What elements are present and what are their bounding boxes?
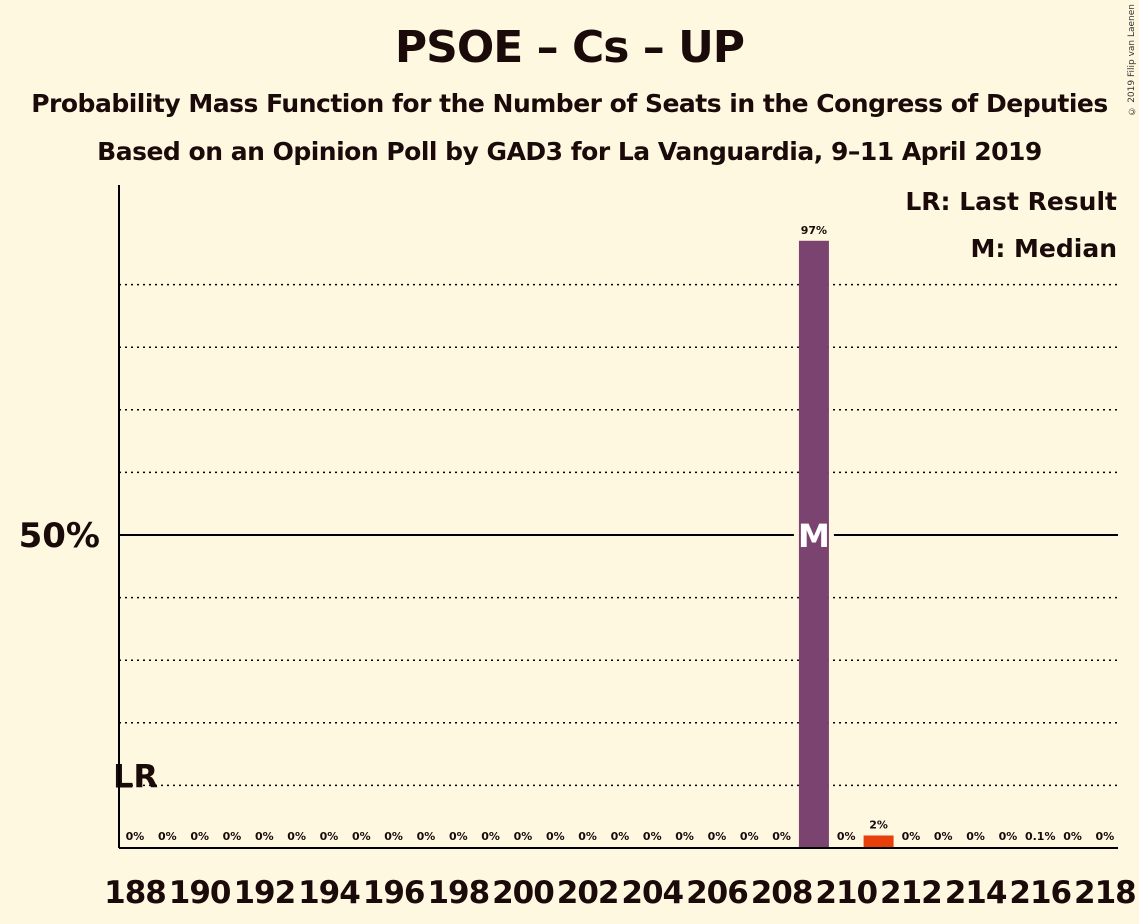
median-marker: M bbox=[798, 517, 830, 555]
bar-value-label: 0% bbox=[934, 830, 953, 843]
bar-value-label: 0% bbox=[675, 830, 694, 843]
x-tick-label: 196 bbox=[363, 875, 425, 911]
x-tick-label: 194 bbox=[298, 875, 360, 911]
bar-value-label: 97% bbox=[801, 224, 827, 237]
bar-value-label: 0% bbox=[384, 830, 403, 843]
x-tick-label: 188 bbox=[104, 875, 166, 911]
bar-209 bbox=[798, 240, 829, 848]
bar-value-label: 0% bbox=[772, 830, 791, 843]
bar-value-label: 0% bbox=[902, 830, 921, 843]
bar-value-label: 0% bbox=[837, 830, 856, 843]
x-tick-label: 212 bbox=[880, 875, 942, 911]
median-gap-left bbox=[793, 533, 799, 537]
bar-value-label: 0% bbox=[190, 830, 209, 843]
x-tick-label: 190 bbox=[169, 875, 231, 911]
bar-value-label: 0% bbox=[1096, 830, 1115, 843]
bar-value-label: 0% bbox=[611, 830, 630, 843]
bar-value-label: 0% bbox=[255, 830, 274, 843]
x-tick-label: 208 bbox=[751, 875, 813, 911]
median-gap-right bbox=[828, 533, 834, 537]
x-tick-label: 210 bbox=[815, 875, 877, 911]
bar-value-label: 0% bbox=[126, 830, 145, 843]
chart-title: PSOE – Cs – UP bbox=[394, 22, 745, 73]
bar-value-label: 0% bbox=[999, 830, 1018, 843]
chart-subtitle: Probability Mass Function for the Number… bbox=[31, 89, 1108, 118]
bar-value-label: 0% bbox=[158, 830, 177, 843]
last-result-marker: LR bbox=[113, 757, 158, 795]
bar-value-label: 0.1% bbox=[1025, 830, 1056, 843]
bar-value-label: 0% bbox=[708, 830, 727, 843]
bar-value-label: 0% bbox=[1063, 830, 1082, 843]
bar-value-label: 0% bbox=[546, 830, 565, 843]
y-tick-label: 50% bbox=[19, 516, 100, 556]
legend-median: M: Median bbox=[970, 234, 1117, 263]
bar-value-label: 0% bbox=[287, 830, 306, 843]
bar-value-label: 0% bbox=[417, 830, 436, 843]
x-tick-label: 198 bbox=[427, 875, 489, 911]
bar-value-label: 0% bbox=[320, 830, 339, 843]
x-tick-label: 218 bbox=[1074, 875, 1136, 911]
bar-value-label: 0% bbox=[449, 830, 468, 843]
x-tick-label: 192 bbox=[233, 875, 295, 911]
x-tick-label: 214 bbox=[945, 875, 1007, 911]
bar-value-label: 0% bbox=[643, 830, 662, 843]
bar-value-label: 0% bbox=[223, 830, 242, 843]
bar-value-label: 0% bbox=[352, 830, 371, 843]
x-tick-label: 202 bbox=[557, 875, 619, 911]
x-tick-label: 200 bbox=[492, 875, 554, 911]
x-tick-label: 204 bbox=[621, 875, 683, 911]
chart-source: Based on an Opinion Poll by GAD3 for La … bbox=[97, 137, 1042, 166]
bar-value-label: 0% bbox=[481, 830, 500, 843]
bar-value-label: 0% bbox=[740, 830, 759, 843]
x-tick-label: 216 bbox=[1009, 875, 1071, 911]
bar-211 bbox=[863, 835, 894, 848]
bar-value-label: 0% bbox=[578, 830, 597, 843]
x-tick-label: 206 bbox=[686, 875, 748, 911]
bar-value-label: 0% bbox=[514, 830, 533, 843]
bar-value-label: 0% bbox=[966, 830, 985, 843]
bar-value-label: 2% bbox=[869, 818, 888, 831]
legend-last-result: LR: Last Result bbox=[905, 187, 1117, 216]
